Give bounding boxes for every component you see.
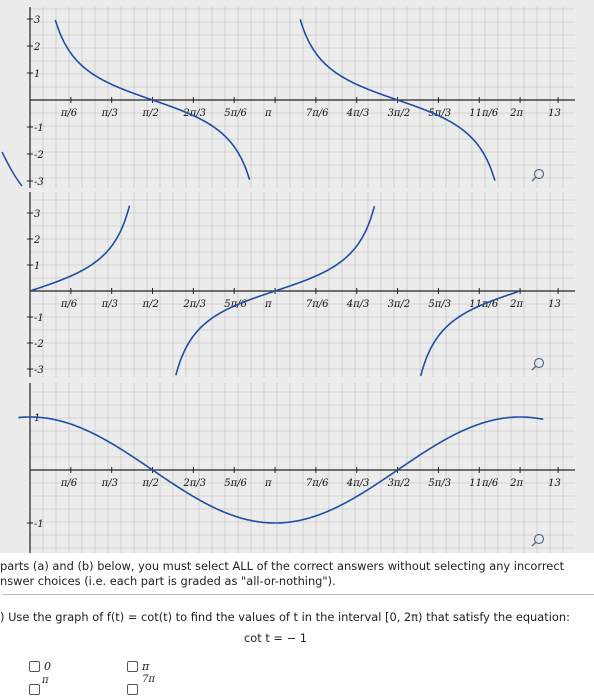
x-tick-label: 13 xyxy=(548,299,561,310)
x-tick-label: 4π/3 xyxy=(346,478,370,489)
instructions-line-1: parts (a) and (b) below, you must select… xyxy=(0,559,565,573)
y-tick-label: 2 xyxy=(33,42,40,53)
zoom-in-icon xyxy=(531,168,545,182)
answer-option-pi[interactable]: π xyxy=(127,660,149,673)
x-tick-label: 11π/6 xyxy=(469,108,499,119)
zoom-in-icon xyxy=(531,357,545,371)
x-tick-label: π/2 xyxy=(142,299,159,310)
checkbox[interactable] xyxy=(127,661,138,672)
x-tick-label: π/6 xyxy=(60,299,78,310)
divider xyxy=(2,594,594,595)
graph-svg: 3 2 1 -1 -2 -3 π/6 π/3 π/2 2π/3 5π/6 π 7π/6 4π/3 3π/2 5… xyxy=(27,7,575,188)
x-tick-label: 2π xyxy=(509,108,523,119)
zoom-lens xyxy=(533,533,545,545)
answer-option-label: π xyxy=(142,660,150,673)
y-tick-label: -1 xyxy=(34,519,44,530)
question-text: ) Use the graph of f(t) = cot(t) to find… xyxy=(0,610,570,624)
x-tick-label: 4π/3 xyxy=(346,299,370,310)
y-tick-label: -3 xyxy=(34,365,44,376)
y-tick-label: -1 xyxy=(34,313,44,324)
zoom-in-icon xyxy=(531,533,545,547)
x-tick-label: π/6 xyxy=(60,108,78,119)
graphs-area: 3 2 1 -1 -2 -3 π/6 π/3 π/2 2π/3 5π/6 π 7π/6 4π/3 3π/2 5… xyxy=(0,0,594,553)
x-tick-label: 2π/3 xyxy=(182,299,206,310)
x-tick-label: 7π/6 xyxy=(306,299,329,310)
x-tick-label: π/2 xyxy=(142,108,159,119)
equation-text: cot t = − 1 xyxy=(244,631,307,645)
x-tick-label: 2π/3 xyxy=(182,478,206,489)
function-curve xyxy=(54,19,496,181)
x-tick-label: 3π/2 xyxy=(388,108,411,119)
y-tick-label: -1 xyxy=(34,123,44,134)
x-tick-label: 7π/6 xyxy=(306,108,329,119)
x-tick-label: π xyxy=(264,108,272,119)
x-tick-label: 5π/3 xyxy=(428,299,451,310)
x-tick-label: π/3 xyxy=(101,299,118,310)
y-tick-label: 3 xyxy=(34,209,40,220)
x-tick-label: 2π xyxy=(509,299,523,310)
x-tick-label: 5π/3 xyxy=(428,478,451,489)
graph-cos-candidate: 1 -1 π/6 π/3 π/2 2π/3 5π/6 π 7π/6 4π/3 3π/2 5π/3 11π… xyxy=(18,383,575,553)
y-tick-label: -2 xyxy=(34,339,44,350)
y-tick-label: 1 xyxy=(34,261,40,272)
answer-option-7pi-over-n[interactable]: 7π xyxy=(127,674,155,695)
checkbox[interactable] xyxy=(29,661,40,672)
answer-option-numerator: 7π xyxy=(142,674,155,685)
zoom-lens xyxy=(533,357,545,369)
x-tick-label: 2π xyxy=(509,478,523,489)
x-tick-label: π/3 xyxy=(101,478,118,489)
graph-svg: 321-1-2-3π/6 π/3 π/2 2π/3 5π/6 π 7π/6 4π/3 3π/2 5… xyxy=(27,192,575,377)
y-tick-label: 1 xyxy=(34,69,40,80)
y-tick-label: 1 xyxy=(34,413,40,424)
edge-artifact-curve xyxy=(1,151,23,187)
function-curve xyxy=(18,416,544,524)
answer-option-0[interactable]: 0 xyxy=(29,660,51,673)
instructions-text: parts (a) and (b) below, you must select… xyxy=(0,559,564,589)
zoom-handle xyxy=(531,542,536,547)
zoom-lens xyxy=(533,168,545,180)
x-tick-label: 11π/6 xyxy=(469,478,499,489)
x-tick-label: 7π/6 xyxy=(306,478,329,489)
instructions-line-2: nswer choices (i.e. each part is graded … xyxy=(0,574,336,588)
x-tick-label: π xyxy=(264,478,272,489)
answer-option-numerator: π xyxy=(42,675,49,686)
x-tick-label: π/2 xyxy=(142,478,159,489)
x-tick-label: 5π/6 xyxy=(224,108,247,119)
answer-option-pi-over-n[interactable]: π xyxy=(29,675,49,695)
y-tick-label: 3 xyxy=(34,15,40,26)
zoom-handle xyxy=(531,366,536,371)
answer-option-label: 0 xyxy=(44,660,51,673)
x-tick-label: 13 xyxy=(548,478,561,489)
x-tick-label: 5π/3 xyxy=(428,108,451,119)
x-tick-label: 5π/6 xyxy=(224,478,247,489)
y-tick-label: -2 xyxy=(34,150,44,161)
y-tick-label: 2 xyxy=(33,235,40,246)
graph-tan-candidate: 3 2 1 -1 -2 -3 π/6 π/3 π/2 2π/3 5π/6 π 7π/6 4π/3 3π/2 5… xyxy=(27,192,575,377)
x-tick-label: 3π/2 xyxy=(388,478,411,489)
zoom-handle xyxy=(531,177,536,182)
x-tick-label: 4π/3 xyxy=(346,108,370,119)
function-curve xyxy=(31,205,519,377)
x-tick-label: π/3 xyxy=(101,108,118,119)
graph-svg: 1 -1 π/6 π/3 π/2 2π/3 5π/6 π 7π/6 4π/3 3π/2 5π/3 11π… xyxy=(18,383,575,553)
x-tick-label: 2π/3 xyxy=(182,108,206,119)
y-tick-label: -3 xyxy=(34,177,44,188)
x-tick-label: 3π/2 xyxy=(388,299,411,310)
x-tick-label: π/6 xyxy=(60,478,78,489)
checkbox[interactable] xyxy=(127,684,138,695)
x-tick-label: π xyxy=(264,299,272,310)
x-tick-label: 13 xyxy=(548,108,561,119)
problem-area: parts (a) and (b) below, you must select… xyxy=(0,553,594,700)
graph-cot-candidate: 3 2 1 -1 -2 -3 π/6 π/3 π/2 2π/3 5π/6 π 7π/6 4π/3 3π/2 5… xyxy=(27,7,575,188)
checkbox[interactable] xyxy=(29,684,40,695)
